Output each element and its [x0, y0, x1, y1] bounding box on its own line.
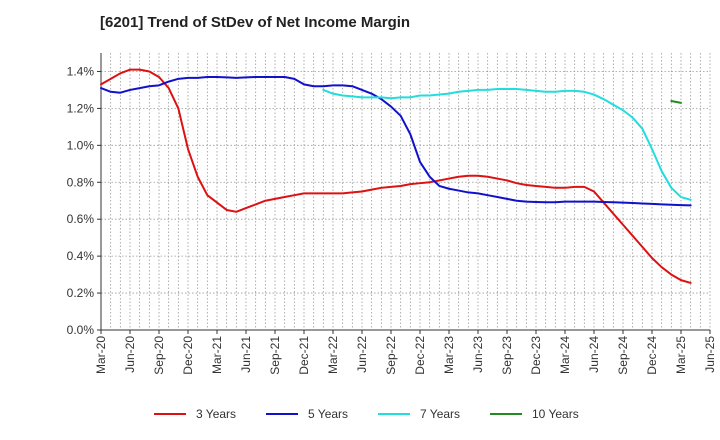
- x-tick-label: Mar-21: [210, 336, 224, 374]
- x-tick-label: Dec-22: [413, 336, 427, 375]
- x-tick-label: Jun-23: [471, 336, 485, 373]
- x-tick-label: Mar-22: [326, 336, 340, 374]
- legend: 3 Years 5 Years 7 Years 10 Years: [154, 407, 579, 421]
- y-tick-label: 0.0%: [67, 323, 95, 337]
- x-tick-label: Mar-20: [94, 336, 108, 374]
- plot-background: [101, 53, 710, 330]
- series-line-3-years: [100, 68, 692, 284]
- series-line-10-years: [670, 100, 682, 104]
- grid-layer: [101, 53, 711, 330]
- x-tick-label: Dec-21: [297, 336, 311, 375]
- x-tick-label: Jun-24: [587, 336, 601, 373]
- x-tick-label: Sep-21: [268, 336, 282, 375]
- y-tick-label: 0.2%: [67, 286, 95, 300]
- x-tick-label: Mar-23: [442, 336, 456, 374]
- x-tick-label: Mar-25: [674, 336, 688, 374]
- x-tick-label: Jun-22: [355, 336, 369, 373]
- x-tick-label: Dec-23: [529, 336, 543, 375]
- chart-title: [6201] Trend of StDev of Net Income Marg…: [100, 14, 411, 31]
- y-tick-label: 0.6%: [67, 212, 95, 226]
- y-tick-label: 0.4%: [67, 249, 95, 263]
- x-tick-label: Sep-22: [384, 336, 398, 375]
- legend-label-10-years: 10 Years: [532, 407, 579, 421]
- x-tick-label: Mar-24: [558, 336, 572, 374]
- x-tick-label: Dec-24: [645, 336, 659, 375]
- x-tick-label: Sep-23: [500, 336, 514, 375]
- y-tick-label: 1.0%: [67, 138, 95, 152]
- x-tick-label: Jun-20: [123, 336, 137, 373]
- legend-label-3-years: 3 Years: [196, 407, 236, 421]
- y-tick-label: 0.8%: [67, 175, 95, 189]
- x-tick-label: Jun-25: [703, 336, 717, 373]
- axis-layer: 0.0% 0.2% 0.4% 0.6% 0.8% 1.0% 1.2% 1.4% Mar-20 Ju…: [67, 53, 717, 375]
- series-line-5-years: [100, 76, 692, 207]
- x-tick-label: Sep-24: [616, 336, 630, 375]
- y-tick-label: 1.2%: [67, 101, 95, 115]
- x-tick-label: Sep-20: [152, 336, 166, 375]
- legend-label-5-years: 5 Years: [308, 407, 348, 421]
- x-tick-label: Dec-20: [181, 336, 195, 375]
- x-tick-label: Jun-21: [239, 336, 253, 373]
- series-line-7-years: [322, 88, 692, 201]
- series-layer: [100, 68, 692, 284]
- y-tick-label: 1.4%: [67, 64, 95, 78]
- legend-label-7-years: 7 Years: [420, 407, 460, 421]
